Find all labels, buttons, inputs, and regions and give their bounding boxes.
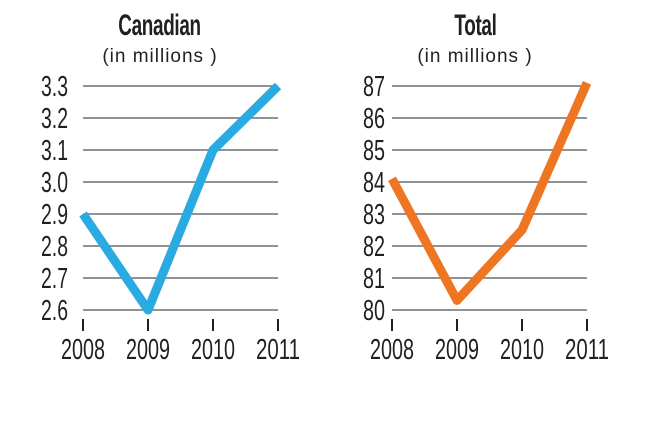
y-tick-label: 2.9: [41, 199, 68, 231]
x-tick-label: 2009: [126, 334, 170, 366]
y-tick-label: 3.2: [41, 103, 68, 135]
x-tick-label: 2010: [500, 334, 544, 366]
total-chart-subtitle: (in millions ): [355, 47, 595, 67]
total-data-line: [388, 80, 592, 305]
total-chart-title-text: Total: [453, 9, 497, 42]
y-tick-label: 2.6: [41, 295, 68, 327]
total-chart-subtitle-text: (in millions ): [417, 46, 533, 67]
y-tick-label: 85: [363, 135, 385, 167]
y-tick-label: 81: [363, 263, 385, 295]
y-tick-label: 82: [363, 231, 385, 263]
x-tick-label: 2008: [61, 334, 105, 366]
x-tick-label: 2008: [370, 334, 414, 366]
x-tick-label: 2011: [256, 334, 300, 366]
canadian-chart-header: Canadian (in millions ): [40, 10, 280, 67]
y-tick-label: 84: [363, 167, 385, 199]
y-tick-label: 3.3: [41, 71, 68, 103]
y-tick-label: 87: [363, 71, 385, 103]
canadian-chart-title: Canadian: [40, 10, 280, 42]
total-chart-header: Total (in millions ): [355, 10, 595, 67]
y-tick-label: 80: [363, 295, 385, 327]
y-tick-label: 83: [363, 199, 385, 231]
y-tick-label: 3.0: [41, 167, 68, 199]
y-tick-label: 3.1: [41, 135, 68, 167]
y-tick-label: 86: [363, 103, 385, 135]
canadian-chart-title-text: Canadian: [118, 9, 202, 42]
x-tick-label: 2010: [191, 334, 235, 366]
y-tick-label: 2.7: [41, 263, 68, 295]
total-chart-title: Total: [355, 10, 595, 42]
x-tick-label: 2009: [435, 334, 479, 366]
x-tick-label: 2011: [565, 334, 609, 366]
canadian-chart-subtitle-text: (in millions ): [102, 46, 218, 67]
canadian-data-line: [79, 82, 282, 315]
canadian-chart-subtitle: (in millions ): [40, 47, 280, 67]
y-tick-label: 2.8: [41, 231, 68, 263]
